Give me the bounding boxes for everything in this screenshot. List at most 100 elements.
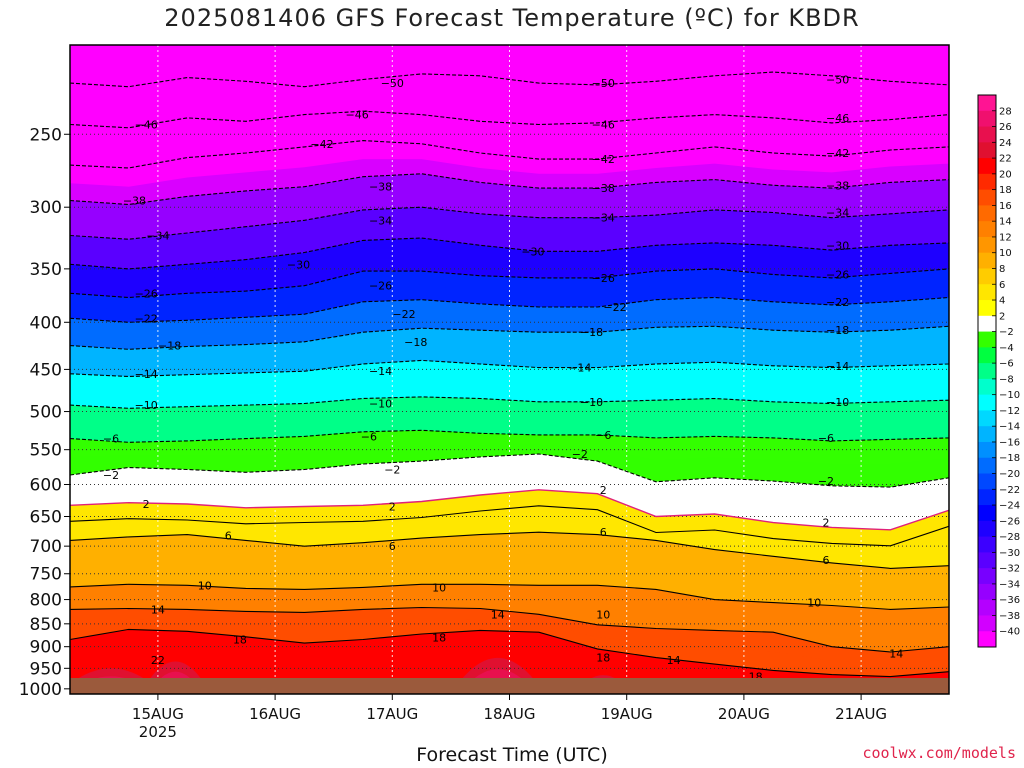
contour-label: −14 (568, 362, 591, 375)
colorbar-swatch-32 (978, 599, 996, 616)
contour-label: −38 (826, 179, 849, 192)
contour-label: −46 (346, 109, 369, 122)
colorbar-swatch-9 (978, 236, 996, 254)
contour-label: −26 (826, 269, 849, 282)
colorbar-swatch-0 (978, 95, 996, 112)
colorbar-tick-label: −24 (999, 501, 1020, 512)
colorbar-swatch-8 (978, 221, 996, 238)
contour-label: −34 (369, 214, 392, 227)
colorbar-swatch-5 (978, 173, 996, 191)
colorbar-swatch-21 (978, 426, 996, 443)
contour-label: 18 (233, 634, 247, 647)
contour-label: −26 (135, 287, 158, 300)
ytick-label-350: 350 (30, 260, 62, 280)
ytick-label-750: 750 (30, 565, 62, 585)
contour-6 (70, 531, 949, 569)
contour--22 (70, 296, 949, 323)
contour-label: 6 (225, 530, 232, 543)
contour-label: −46 (592, 119, 615, 132)
pressure-axis: 250 300 350 400 450 500 550 600 650 700 750 800 850 9… (19, 125, 70, 700)
colorbar-tick-label: −28 (999, 532, 1020, 543)
colorbar-tick-label: 10 (999, 248, 1012, 259)
colorbar-tick-label: −32 (999, 564, 1020, 575)
contour--34 (70, 206, 949, 240)
colorbar-swatch-31 (978, 583, 996, 601)
contour-label: −18 (826, 324, 849, 337)
contour-label: 6 (389, 540, 396, 553)
contour-label: −42 (592, 153, 615, 166)
colorbar-swatch-19 (978, 394, 996, 411)
contour-label: −22 (135, 312, 158, 325)
colorbar-tick-label: 28 (999, 106, 1012, 117)
colorbar-swatch-11 (978, 268, 996, 285)
contour-label: −22 (392, 308, 415, 321)
contour-label: 2 (600, 484, 607, 497)
contour-label: −50 (592, 77, 615, 90)
contour-label: 14 (889, 647, 903, 660)
colorbar: 28 26 24 22 20 18 16 14 12 10 8 6 4 2 −2 −4 −6 −8 −10 −12 −1… (977, 94, 1020, 648)
colorbar-swatch-10 (978, 252, 996, 269)
ytick-label-700: 700 (30, 537, 62, 557)
colorbar-tick-label: −30 (999, 548, 1020, 559)
contour--50 (70, 71, 949, 88)
colorbar-swatch-3 (978, 142, 996, 159)
colorbar-tick-label: −34 (999, 579, 1020, 590)
ytick-label-1000: 1000 (19, 680, 62, 700)
colorbar-swatch-12 (978, 284, 996, 301)
colorbar-swatch-27 (978, 520, 996, 538)
contour-label: −2 (103, 469, 119, 482)
colorbar-tick-label: −2 (999, 327, 1014, 338)
ytick-label-400: 400 (30, 313, 62, 333)
contour-label: −10 (135, 399, 158, 412)
colorbar-swatch-33 (978, 615, 996, 632)
contour-label: 10 (198, 579, 212, 592)
contour-label: −10 (580, 396, 603, 409)
colorbar-tick-label: −26 (999, 516, 1020, 527)
colorbar-tick-label: 16 (999, 201, 1012, 212)
contour--30 (70, 237, 949, 270)
contour-label: 10 (807, 597, 821, 610)
contour-label: 2 (389, 501, 396, 514)
contour-label: −10 (369, 397, 392, 410)
colorbar-tick-label: −20 (999, 469, 1020, 480)
colorbar-tick-label: −16 (999, 437, 1020, 448)
colorbar-frame (977, 94, 997, 648)
ground-surface (70, 678, 949, 694)
colorbar-tick-label: −38 (999, 611, 1020, 622)
contour-label: −38 (123, 194, 146, 207)
colorbar-swatch-34 (978, 631, 996, 648)
contour-label: −26 (369, 280, 392, 293)
contour-10 (70, 583, 949, 610)
x-axis-label: Forecast Time (UTC) (416, 744, 608, 766)
xtick-label-17: 17AUG (366, 705, 418, 723)
colorbar-tick-label: −4 (999, 343, 1014, 354)
contour-label: 2 (143, 498, 150, 511)
contour-14 (70, 606, 949, 653)
colorbar-tick-label: 2 (999, 311, 1005, 322)
colorbar-tick-label: 18 (999, 185, 1012, 196)
ytick-label-450: 450 (30, 360, 62, 380)
watermark-link[interactable]: coolwx.com/models (862, 744, 1016, 762)
contour-2 (70, 489, 949, 531)
contour-label: −42 (826, 147, 849, 160)
colorbar-tick-label: −6 (999, 359, 1014, 370)
contour--6 (70, 429, 949, 443)
colorbar-tick-label: 8 (999, 264, 1005, 275)
contour-label: −30 (521, 245, 544, 258)
ytick-label-650: 650 (30, 508, 62, 528)
colorbar-tick-label: −14 (999, 422, 1020, 433)
chart-title: 2025081406 GFS Forecast Temperature (ºC)… (164, 4, 860, 32)
colorbar-tick-label: −8 (999, 374, 1014, 385)
colorbar-tick-label: 4 (999, 296, 1005, 307)
contour-label: 14 (151, 603, 165, 616)
contour-label: −18 (404, 336, 427, 349)
contour--38 (70, 173, 949, 206)
xtick-year-label: 2025 (139, 723, 177, 741)
colorbar-swatch-30 (978, 568, 996, 585)
contour-label: 14 (667, 654, 681, 667)
colorbar-swatch-26 (978, 505, 996, 522)
contour-label: −22 (603, 301, 626, 314)
contour-label: −6 (818, 432, 834, 445)
contour-label: 10 (432, 581, 446, 594)
